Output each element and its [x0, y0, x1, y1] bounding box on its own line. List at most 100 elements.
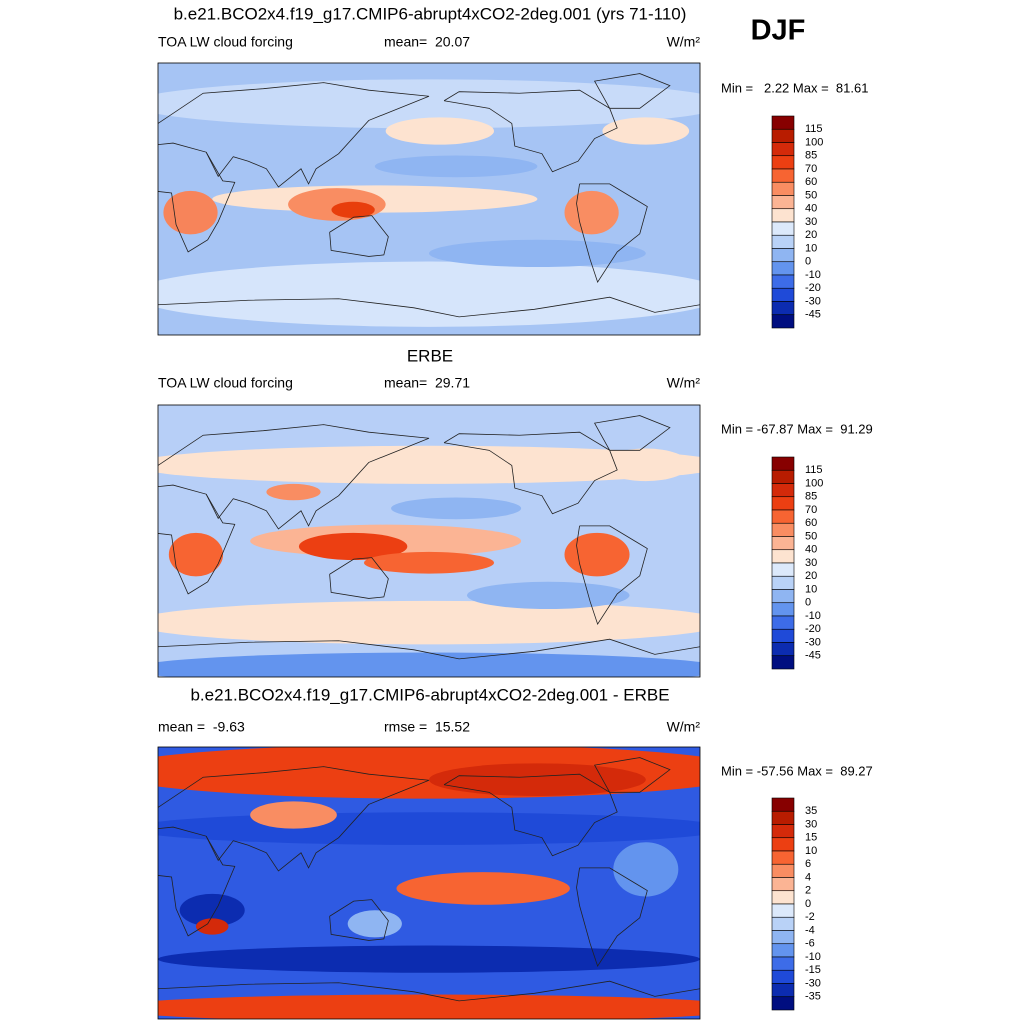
colorbar-box	[771, 863, 795, 878]
colorbar-label: -30	[805, 636, 821, 648]
colorbar-label: -30	[805, 977, 821, 989]
field-blob	[564, 190, 619, 235]
colorbar-box	[771, 142, 795, 157]
field-blob	[158, 652, 700, 677]
colorbar-box	[771, 837, 795, 852]
field-blob	[158, 747, 700, 799]
colorbar-box	[771, 549, 795, 564]
colorbar-box	[771, 483, 795, 498]
colorbar-box	[771, 969, 795, 984]
colorbar-box	[771, 615, 795, 630]
panel-center-label: mean= 29.71	[384, 375, 470, 391]
colorbar-label: -45	[805, 309, 821, 321]
colorbar-label: -45	[805, 650, 821, 662]
coastline	[576, 183, 648, 284]
coastline	[593, 757, 671, 793]
colorbar-box	[771, 996, 795, 1011]
panel-range: Min = -57.56 Max = 89.27	[721, 763, 873, 778]
field-blob	[564, 532, 630, 577]
field-blob	[396, 872, 570, 905]
panel-units: W/m²	[667, 34, 701, 50]
coastline	[158, 142, 236, 253]
colorbar-box	[771, 655, 795, 670]
map-field	[158, 63, 700, 335]
colorbar-label: -20	[805, 623, 821, 635]
colorbar-label: -10	[805, 951, 821, 963]
colorbar-label: 0	[805, 597, 811, 609]
coastline	[443, 89, 618, 173]
colorbar-box	[771, 221, 795, 236]
panel-units: W/m²	[667, 375, 701, 391]
colorbar-box	[771, 195, 795, 210]
colorbar-box	[771, 155, 795, 170]
map-field	[158, 747, 700, 1019]
map	[157, 404, 701, 678]
panel-title: b.e21.BCO2x4.f19_g17.CMIP6-abrupt4xCO2-2…	[174, 4, 687, 23]
colorbar-box	[771, 287, 795, 302]
colorbar-label: 15	[805, 832, 817, 844]
map-frame	[157, 746, 701, 1020]
colorbar-label: 40	[805, 544, 817, 556]
colorbar-box	[771, 248, 795, 263]
coastline	[158, 766, 430, 872]
map-frame	[157, 404, 701, 678]
field-blob	[158, 945, 700, 973]
coastline	[576, 867, 648, 968]
coastline	[443, 773, 618, 857]
panel-range: Min = 2.22 Max = 81.61	[721, 80, 868, 95]
colorbar-label: 70	[805, 504, 817, 516]
colorbar-label: 30	[805, 557, 817, 569]
coastline	[329, 899, 389, 941]
colorbar-box	[771, 208, 795, 223]
colorbar-box	[771, 810, 795, 825]
colorbar-label: -4	[805, 924, 815, 936]
colorbar-label: 35	[805, 805, 817, 817]
colorbar-box	[771, 589, 795, 604]
coastline	[329, 215, 389, 257]
colorbar-label: 85	[805, 150, 817, 162]
colorbar-label: -10	[805, 269, 821, 281]
panel-units: W/m²	[667, 719, 701, 735]
colorbar-label: 4	[805, 871, 811, 883]
colorbar-label: 10	[805, 845, 817, 857]
colorbar-label: 70	[805, 163, 817, 175]
colorbar-box	[771, 181, 795, 196]
colorbar-label: 30	[805, 818, 817, 830]
field-blob	[347, 910, 402, 938]
colorbar-label: 2	[805, 885, 811, 897]
colorbar-box	[771, 496, 795, 511]
map-field	[158, 405, 700, 677]
colorbar-box	[771, 274, 795, 289]
colorbar-label: 50	[805, 530, 817, 542]
colorbar-label: 40	[805, 203, 817, 215]
panel-left-label: mean = -9.63	[158, 719, 245, 735]
coastline	[576, 525, 648, 626]
field-blob	[391, 497, 522, 520]
colorbar-label: -20	[805, 282, 821, 294]
panel-range: Min = -67.87 Max = 91.29	[721, 421, 873, 436]
colorbar-box	[771, 890, 795, 905]
field-blob	[163, 190, 218, 235]
coastline	[593, 73, 671, 109]
map	[157, 62, 701, 336]
colorbar-box	[771, 903, 795, 918]
panel-left-label: TOA LW cloud forcing	[158, 34, 293, 50]
field-blob	[158, 994, 700, 1019]
field-blob	[195, 918, 229, 935]
field-blob	[363, 551, 495, 574]
colorbar-box	[771, 536, 795, 551]
field-blob	[158, 79, 700, 129]
colorbar-label: 100	[805, 477, 823, 489]
field-blob	[158, 812, 700, 845]
field-blob	[429, 763, 646, 796]
coastline	[158, 980, 700, 1002]
colorbar-box	[771, 956, 795, 971]
field-blob	[179, 893, 245, 927]
colorbar-box	[771, 562, 795, 577]
colorbar-label: 6	[805, 858, 811, 870]
colorbar-label: 60	[805, 176, 817, 188]
field-blob	[158, 600, 700, 645]
colorbar-label: 30	[805, 216, 817, 228]
colorbar-box	[771, 824, 795, 839]
